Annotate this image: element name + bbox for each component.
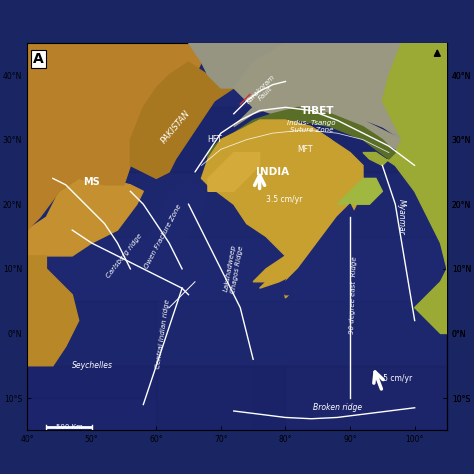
Polygon shape xyxy=(208,107,395,159)
Polygon shape xyxy=(27,178,143,256)
Polygon shape xyxy=(363,43,447,295)
Polygon shape xyxy=(130,62,234,178)
Polygon shape xyxy=(356,243,395,295)
Text: Lakshadweep
Chagos Ridge: Lakshadweep Chagos Ridge xyxy=(223,244,245,294)
Text: PAKISTAN: PAKISTAN xyxy=(159,109,192,145)
Polygon shape xyxy=(156,366,285,430)
Polygon shape xyxy=(143,178,208,256)
Text: Indus- Tsango
Suture Zone: Indus- Tsango Suture Zone xyxy=(287,120,336,133)
Polygon shape xyxy=(208,120,363,282)
Text: A: A xyxy=(33,53,44,66)
Text: Seychelles: Seychelles xyxy=(72,361,113,370)
Text: Karakoram
Fault: Karakoram Fault xyxy=(245,73,281,109)
Polygon shape xyxy=(27,256,79,366)
Text: INDIA: INDIA xyxy=(256,167,289,177)
Text: HFT: HFT xyxy=(207,135,222,144)
Polygon shape xyxy=(253,366,447,430)
Polygon shape xyxy=(415,269,447,333)
Polygon shape xyxy=(27,301,156,398)
Text: 3.5 cm/yr: 3.5 cm/yr xyxy=(266,194,302,203)
Polygon shape xyxy=(284,272,295,298)
Polygon shape xyxy=(337,178,383,204)
Text: 500 Km: 500 Km xyxy=(55,424,82,430)
Text: 1.5 cm/yr: 1.5 cm/yr xyxy=(376,374,412,383)
Text: Broken ridge: Broken ridge xyxy=(312,403,362,412)
Text: Owen Fracture Zone: Owen Fracture Zone xyxy=(143,203,182,270)
Polygon shape xyxy=(234,43,447,165)
Text: Myanmar: Myanmar xyxy=(397,199,406,235)
Text: 90 degree east  Ridge: 90 degree east Ridge xyxy=(349,256,358,334)
Polygon shape xyxy=(27,43,201,230)
Text: Central Indian ridge: Central Indian ridge xyxy=(155,298,171,369)
Text: TIBET: TIBET xyxy=(301,106,335,116)
Text: Carlsberg ridge: Carlsberg ridge xyxy=(105,233,143,279)
Polygon shape xyxy=(201,120,363,288)
Text: MFT: MFT xyxy=(297,145,312,154)
Polygon shape xyxy=(279,204,356,295)
Polygon shape xyxy=(208,153,260,191)
Polygon shape xyxy=(189,43,447,140)
Text: MS: MS xyxy=(83,177,100,187)
